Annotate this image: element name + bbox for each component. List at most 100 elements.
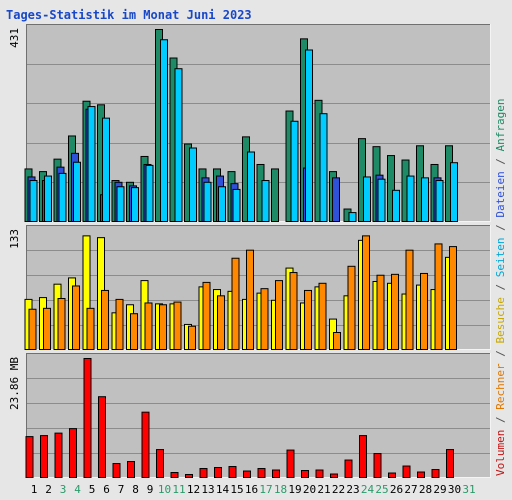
- bar-seiten-day-17: [261, 180, 270, 222]
- x-tick-label-day-2: 2: [45, 483, 52, 496]
- bar-rechner-day-4: [72, 285, 80, 351]
- bar-seiten-day-15: [232, 188, 241, 222]
- panel-volume-background: [26, 353, 491, 478]
- bar-seiten-day-16: [247, 151, 255, 222]
- legend-entry-rechner: Rechner: [494, 363, 507, 410]
- legend-entry-anfragen: Anfragen: [494, 98, 507, 151]
- bar-seiten-day-20: [305, 49, 313, 222]
- bar-volumen-day-29: [431, 469, 440, 478]
- bar-volumen-day-1: [25, 436, 34, 478]
- chart-title: Tages-Statistik im Monat Juni 2023: [6, 8, 252, 22]
- x-tick-label-day-6: 6: [103, 483, 110, 496]
- bar-rechner-day-25: [376, 274, 385, 351]
- bar-seiten-day-27: [406, 175, 415, 222]
- bar-rechner-day-21: [318, 282, 327, 350]
- legend-separator: /: [494, 410, 507, 430]
- bar-volumen-day-30: [446, 449, 454, 478]
- bar-rechner-day-19: [289, 272, 298, 351]
- x-tick-label-day-3: 3: [60, 483, 67, 496]
- bar-rechner-day-29: [434, 243, 443, 350]
- legend-separator: /: [494, 151, 507, 171]
- bar-rechner-day-13: [202, 281, 211, 351]
- bar-volumen-day-21: [315, 469, 324, 478]
- bar-rechner-day-8: [130, 313, 138, 351]
- x-tick-label-day-26: 26: [390, 483, 403, 496]
- legend-entry-dateien: Dateien: [494, 171, 507, 217]
- bar-seiten-day-28: [421, 177, 429, 222]
- bar-rechner-day-16: [246, 249, 254, 350]
- x-tick-label-day-8: 8: [132, 483, 139, 496]
- x-tick-label-day-15: 15: [230, 483, 243, 496]
- bar-rechner-day-6: [101, 289, 109, 350]
- legend-entry-volumen: Volumen: [494, 430, 507, 476]
- bar-rechner-day-14: [217, 295, 225, 351]
- bar-volumen-day-15: [228, 466, 237, 478]
- bar-rechner-day-20: [304, 289, 312, 350]
- bar-volumen-day-6: [98, 396, 106, 478]
- bar-seiten-day-12: [189, 147, 197, 222]
- bar-rechner-day-26: [391, 273, 399, 350]
- y-max-label-volume: 23.86 MB: [8, 357, 21, 410]
- bar-seiten-day-21: [319, 113, 328, 222]
- bar-rechner-day-18: [275, 280, 283, 350]
- legend-entry-seiten: Seiten: [494, 238, 507, 278]
- legend-entry-besuche: Besuche: [494, 297, 507, 343]
- x-tick-label-day-13: 13: [201, 483, 214, 496]
- bar-rechner-day-2: [43, 307, 51, 350]
- x-tick-label-day-18: 18: [274, 483, 287, 496]
- bar-volumen-day-28: [417, 471, 425, 478]
- bar-volumen-day-13: [199, 468, 208, 479]
- bar-rechner-day-28: [420, 272, 428, 350]
- bar-volumen-day-25: [373, 453, 382, 479]
- x-tick-label-day-27: 27: [404, 483, 417, 496]
- x-tick-label-day-4: 4: [74, 483, 81, 496]
- legend-separator: /: [494, 344, 507, 364]
- bar-seiten-day-3: [58, 172, 67, 222]
- bar-seiten-day-29: [435, 180, 444, 222]
- bar-volumen-day-3: [54, 432, 63, 479]
- bar-anfragen-day-26: [387, 155, 395, 223]
- x-tick-label-day-30: 30: [448, 483, 461, 496]
- bar-volumen-day-17: [257, 468, 266, 479]
- bar-volumen-day-11: [170, 472, 179, 478]
- bar-volumen-day-27: [402, 465, 411, 479]
- y-max-label-requests: 431: [8, 28, 21, 48]
- x-tick-label-day-11: 11: [172, 483, 185, 496]
- x-tick-label-day-28: 28: [419, 483, 432, 496]
- bar-volumen-day-5: [83, 358, 92, 478]
- x-tick-label-day-19: 19: [288, 483, 301, 496]
- bar-seiten-day-26: [392, 189, 400, 223]
- bar-anfragen-day-18: [271, 168, 279, 222]
- x-tick-label-day-31: 31: [462, 483, 475, 496]
- bar-rechner-day-30: [449, 246, 457, 351]
- bar-volumen-day-14: [214, 467, 222, 478]
- bar-seiten-day-4: [73, 161, 81, 222]
- x-tick-label-day-12: 12: [187, 483, 200, 496]
- bar-seiten-day-13: [203, 181, 212, 222]
- bar-volumen-day-19: [286, 449, 295, 478]
- x-tick-label-day-16: 16: [245, 483, 258, 496]
- bar-rechner-day-22: [333, 332, 341, 350]
- bar-volumen-day-20: [301, 470, 309, 479]
- bar-rechner-day-24: [362, 235, 370, 350]
- x-tick-label-day-29: 29: [433, 483, 446, 496]
- legend-separator: /: [494, 218, 507, 238]
- bar-rechner-day-17: [260, 288, 269, 351]
- bar-seiten-day-14: [218, 186, 226, 222]
- bar-volumen-day-10: [156, 449, 164, 478]
- bar-volumen-day-26: [388, 472, 396, 479]
- bar-volumen-day-2: [40, 435, 48, 479]
- x-tick-label-day-23: 23: [346, 483, 359, 496]
- bar-seiten-day-25: [377, 178, 386, 222]
- x-tick-label-day-1: 1: [31, 483, 38, 496]
- x-tick-label-day-25: 25: [375, 483, 388, 496]
- bar-rechner-day-23: [347, 265, 356, 350]
- bar-volumen-day-12: [185, 474, 193, 478]
- bar-volumen-day-16: [243, 470, 251, 479]
- bar-seiten-day-5: [87, 106, 96, 222]
- legend: Volumen / Rechner / Besuche / Seiten / D…: [494, 98, 507, 476]
- bar-volumen-day-23: [344, 459, 353, 478]
- x-tick-label-day-21: 21: [317, 483, 330, 496]
